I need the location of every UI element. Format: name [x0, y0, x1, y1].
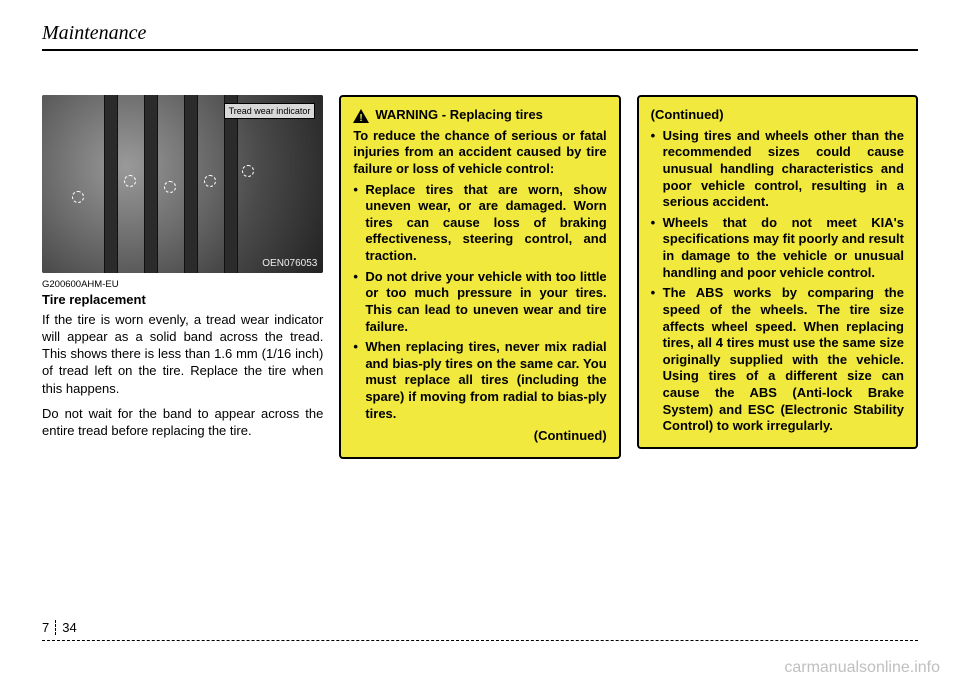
page-number: 7 34 [42, 620, 77, 635]
warning-icon: ! [353, 109, 369, 123]
section-title: Maintenance [42, 22, 918, 47]
tire-replacement-heading: Tire replacement [42, 292, 323, 307]
image-code: OEN076053 [262, 258, 317, 269]
warning-bullet-6: The ABS works by comparing the speed of … [651, 285, 904, 435]
svg-text:!: ! [360, 113, 363, 123]
manual-page: Maintenance Tread wear indicator OEN0760… [0, 0, 960, 459]
continued-marker: (Continued) [353, 428, 606, 445]
paragraph-1: If the tire is worn evenly, a tread wear… [42, 311, 323, 397]
doc-code: G200600AHM-EU [42, 279, 323, 290]
column-2: ! WARNING - Replacing tires To reduce th… [339, 95, 620, 459]
warning-bullet-3: When replacing tires, never mix radial a… [353, 339, 606, 422]
warning-bullet-5: Wheels that do not meet KIA's specificat… [651, 215, 904, 282]
warning-bullet-2: Do not drive your vehicle with too littl… [353, 269, 606, 336]
continued-from: (Continued) [651, 107, 904, 124]
footer-rule [42, 640, 918, 641]
watermark: carmanualsonline.info [784, 659, 940, 677]
warning-bullet-1: Replace tires that are worn, show uneven… [353, 182, 606, 265]
content-columns: Tread wear indicator OEN076053 G200600AH… [42, 95, 918, 459]
column-3: (Continued) Using tires and wheels other… [637, 95, 918, 459]
warning-box-1: ! WARNING - Replacing tires To reduce th… [339, 95, 620, 459]
tire-photo: Tread wear indicator OEN076053 [42, 95, 323, 273]
warning-subject: Replacing tires [450, 107, 543, 122]
warning-box-2: (Continued) Using tires and wheels other… [637, 95, 918, 449]
tread-indicator-label: Tread wear indicator [224, 103, 316, 119]
warning-lead: To reduce the chance of serious or fatal… [353, 128, 606, 178]
paragraph-2: Do not wait for the band to appear acros… [42, 405, 323, 439]
warning-label: WARNING - [375, 107, 449, 122]
column-1: Tread wear indicator OEN076053 G200600AH… [42, 95, 323, 459]
page-in-chapter: 34 [62, 620, 76, 635]
warning-title-row: ! WARNING - Replacing tires [353, 107, 606, 124]
warning-bullet-4: Using tires and wheels other than the re… [651, 128, 904, 211]
chapter-number: 7 [42, 620, 56, 635]
header-rule [42, 49, 918, 51]
